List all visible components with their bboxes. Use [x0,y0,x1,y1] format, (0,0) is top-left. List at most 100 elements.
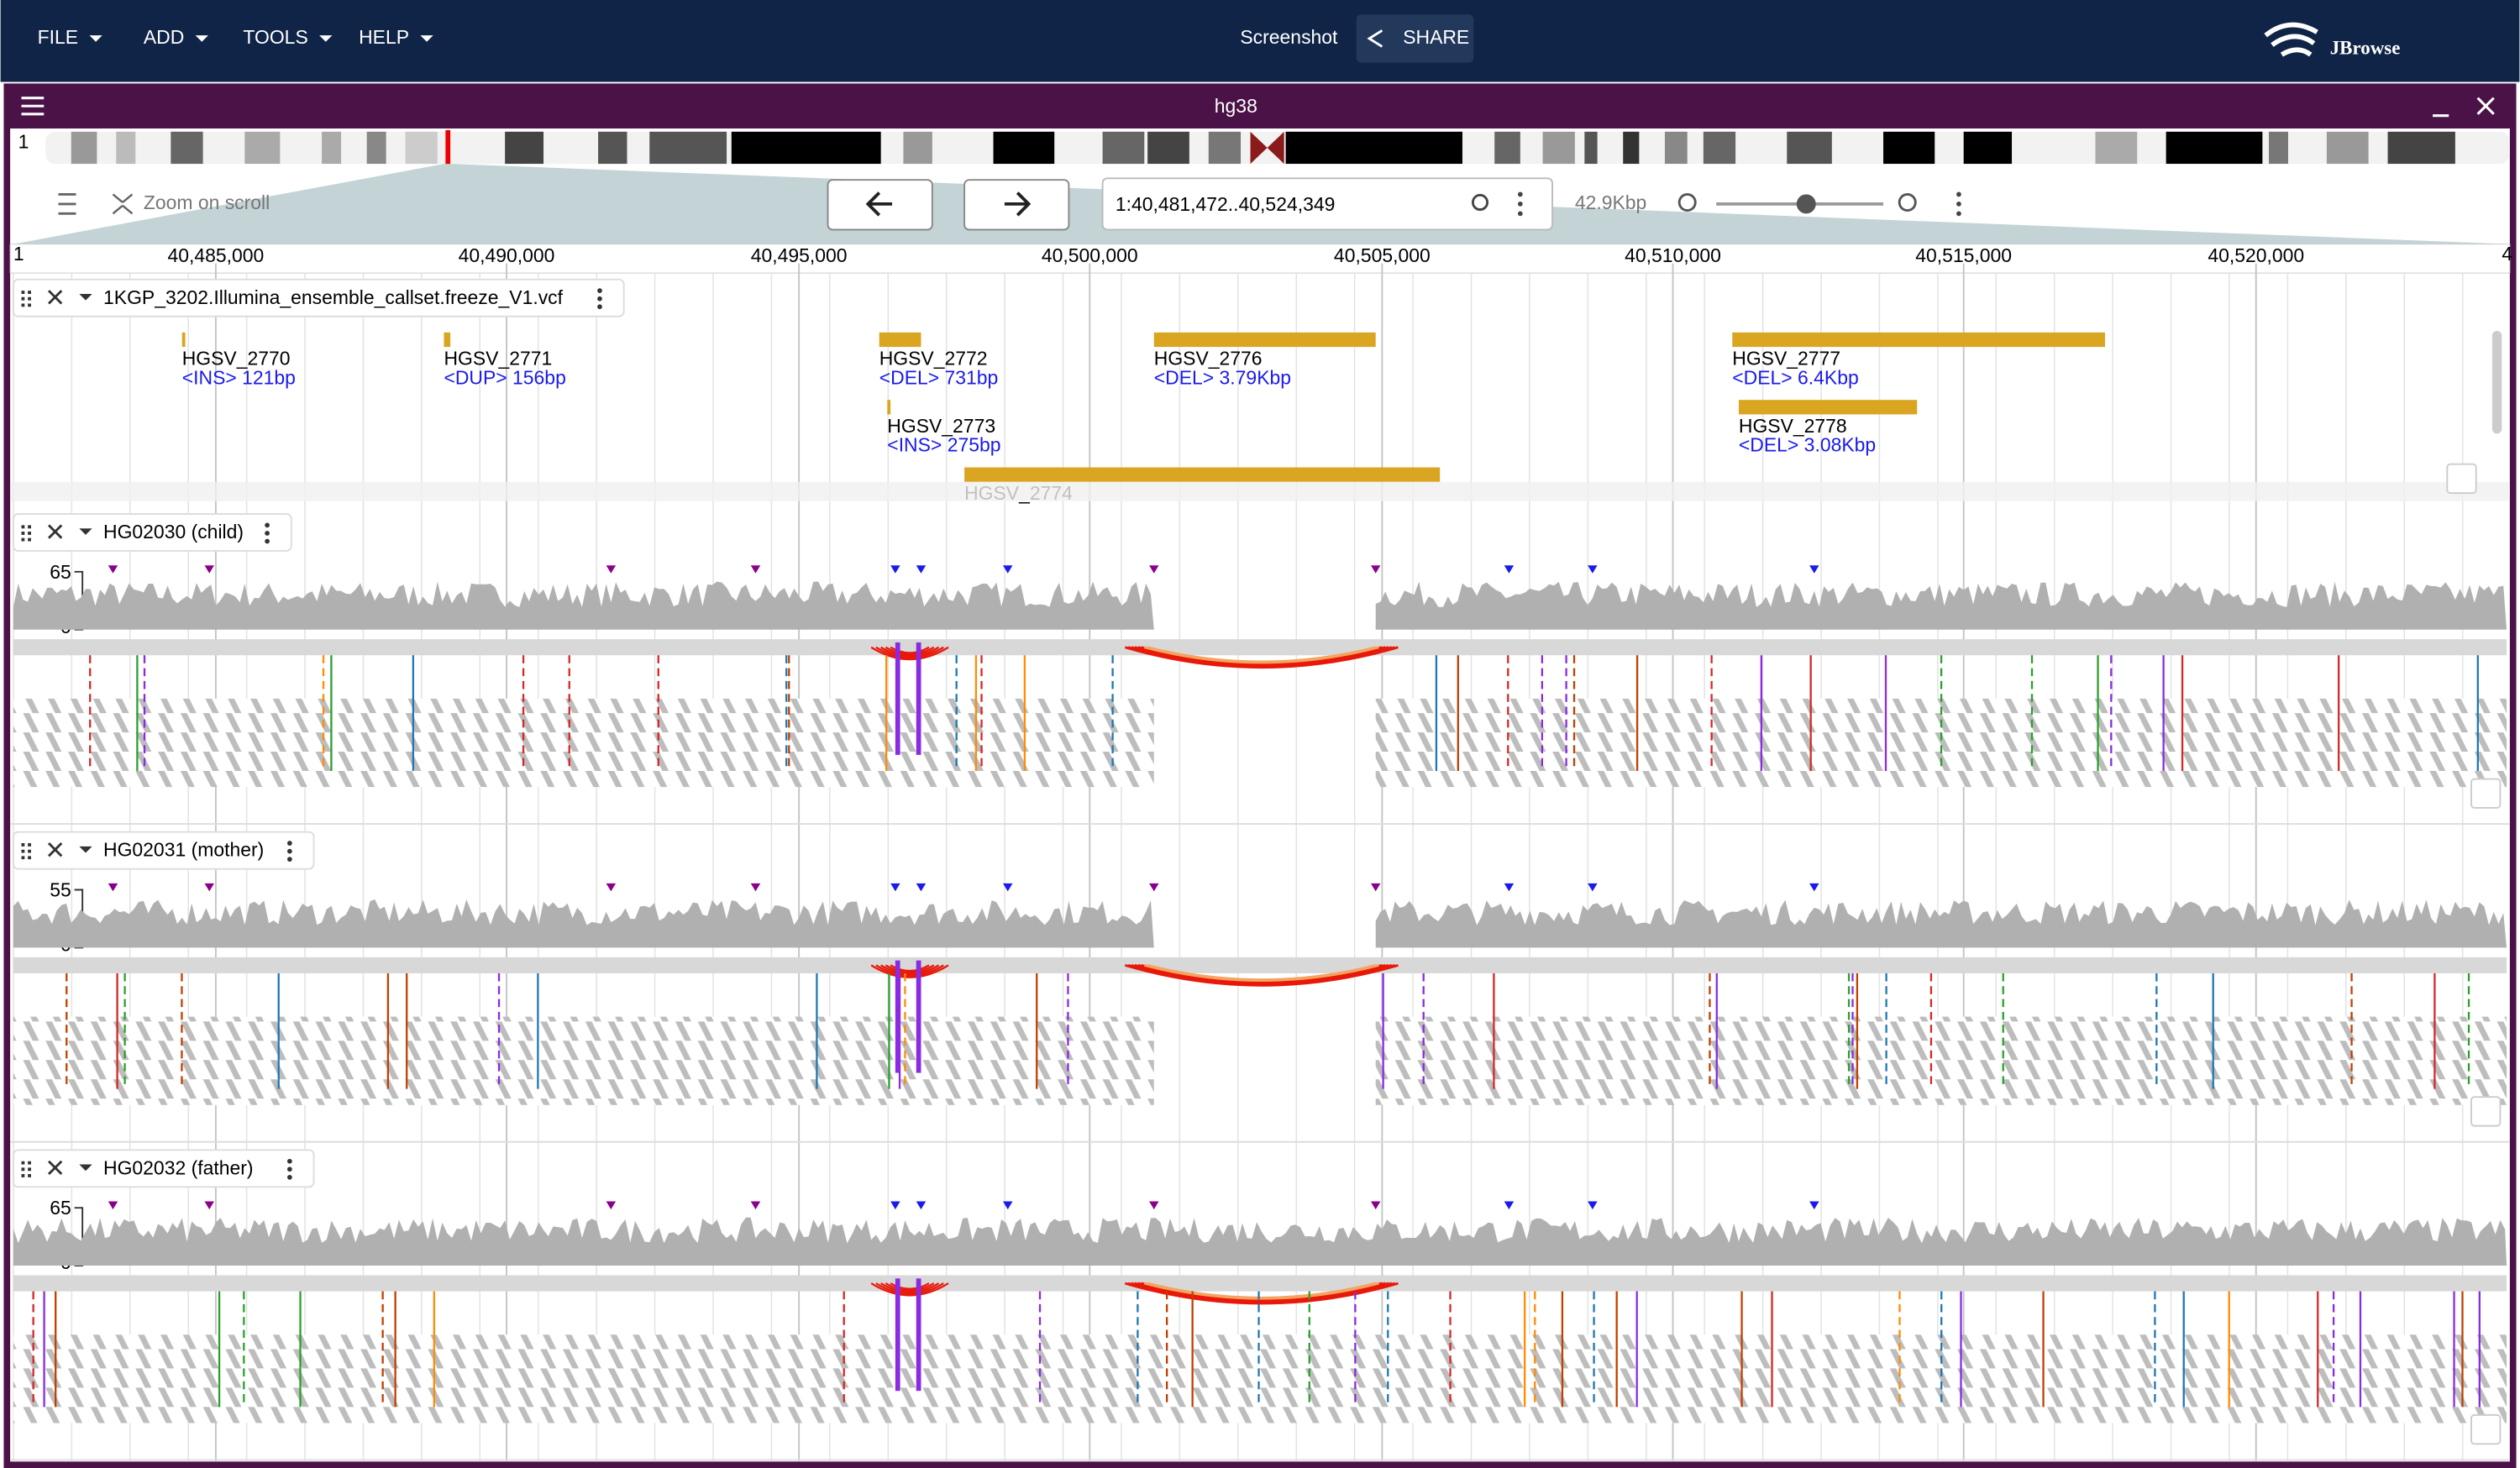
cytoband [903,131,932,165]
track-menu[interactable] [265,522,270,544]
close-track[interactable] [47,290,63,305]
indicator [1149,565,1159,574]
menu-item[interactable]: TOOLS [243,26,307,48]
indicator [1809,883,1819,892]
ruler-label: 40,500,000 [1042,244,1138,266]
track-menu[interactable] [286,841,292,862]
zoom-out[interactable] [1677,192,1697,212]
resize-handle[interactable] [2446,463,2477,495]
track-selector[interactable] [58,192,76,215]
cytoband [993,131,1055,165]
indicator [1003,883,1013,892]
arc [890,964,930,973]
arc [880,1282,940,1293]
close-track[interactable] [47,1160,63,1176]
indicator [606,1201,617,1210]
resize-handle[interactable] [2470,1413,2502,1445]
track-menu[interactable] [597,288,602,310]
variant-name: HGSV_2773 [887,415,995,437]
zoom-scroll-icon[interactable] [112,193,134,215]
indicator [1809,1201,1819,1210]
menu-item[interactable]: FILE [38,26,78,48]
location-box[interactable] [1101,177,1554,231]
scale-max: 65 [50,1197,71,1219]
cytoband [1584,131,1598,165]
resize-handle[interactable] [2470,778,2502,809]
variant [887,400,891,415]
indicator [1504,883,1515,892]
collapse-track[interactable] [79,528,92,535]
indicator [1588,883,1598,892]
indicator [1003,565,1013,574]
ruler [9,244,2511,274]
cytoband [1623,131,1640,165]
share-button[interactable] [1356,14,1474,63]
reads [13,1334,2507,1423]
location-menu[interactable] [1517,191,1523,217]
collapse-track[interactable] [79,1164,92,1172]
close-view[interactable] [2476,97,2495,115]
ruler-label: 40,510,000 [1625,244,1721,266]
cytoband [2326,131,2369,165]
indicator [606,883,617,892]
variant-description: <DEL> 3.79Kbp [1154,366,1291,388]
cytoband [2166,131,2263,165]
arc [890,646,930,654]
view-menu-icon[interactable] [21,97,45,116]
collapse-track[interactable] [79,293,92,301]
variant [1738,400,1918,415]
arc-band [13,639,2507,656]
track-name: HG02032 (father) [103,1156,254,1178]
cytoband [1963,131,2013,165]
resize-handle[interactable] [2470,1096,2502,1127]
drag-handle[interactable] [21,291,31,307]
drag-handle[interactable] [21,843,31,860]
arc [870,964,949,978]
arc [1147,646,1377,663]
indicator [1588,565,1598,574]
drag-handle[interactable] [21,525,31,542]
reads [13,1016,1154,1105]
cytoband [171,131,203,165]
cytoband [505,131,544,165]
variant-name: HGSV_2776 [1154,347,1263,369]
cytoband [1147,131,1189,165]
ruler-label: 40,505,000 [1334,244,1431,266]
search-icon[interactable] [1471,193,1489,212]
arc [875,646,944,659]
track-name: HG02030 (child) [103,521,244,543]
location[interactable]: 1:40,481,472..40,524,349 [1116,193,1335,215]
menu-item[interactable]: HELP [359,26,409,48]
track-name: HG02031 (mother) [103,839,264,861]
zoom-on-scroll[interactable]: Zoom on scroll [144,191,270,213]
ideogram [45,129,2510,165]
tracks: 1KGP_3202.Illumina_ensemble_callset.free… [10,278,2510,1461]
indicator [1504,1201,1515,1210]
drag-handle[interactable] [21,1161,31,1177]
coverage [1375,581,2507,630]
close-track[interactable] [47,842,63,857]
indicator [204,1201,214,1210]
variant [879,332,921,348]
menu-item[interactable]: ADD [144,26,184,48]
indicator [890,883,900,892]
arc-band [13,1275,2507,1292]
variant [1732,332,2105,348]
arc [870,1282,949,1297]
variant [444,332,451,348]
cytoband [71,131,97,165]
arc [885,1282,935,1292]
indicator [750,1201,761,1210]
collapse-track[interactable] [79,846,92,853]
indicator [204,883,214,892]
cytoband [2387,131,2455,165]
view-options[interactable] [1956,191,1961,217]
zoom-in[interactable] [1898,192,1917,212]
cytoband [1285,131,1462,165]
close-track[interactable] [47,524,63,539]
arc [880,646,940,658]
track-menu[interactable] [286,1158,292,1180]
zoom-knob[interactable] [1796,194,1816,214]
variant [964,467,1441,482]
